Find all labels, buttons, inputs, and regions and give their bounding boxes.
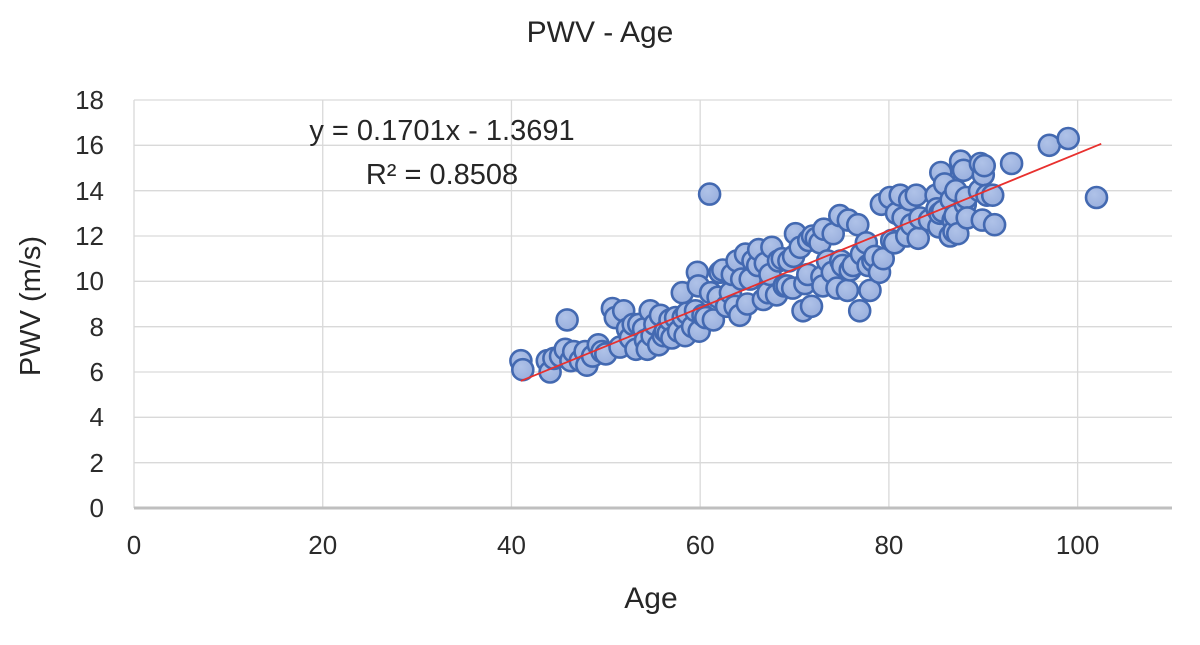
y-tick-label: 2 bbox=[89, 447, 104, 478]
data-point bbox=[904, 183, 929, 207]
chart-title: PWV - Age bbox=[526, 16, 674, 49]
trendline bbox=[520, 143, 1102, 382]
data-point bbox=[999, 151, 1024, 176]
y-axis-title: PWV (m/s) bbox=[15, 235, 47, 377]
y-tick-label: 0 bbox=[89, 493, 104, 523]
data-point bbox=[835, 278, 860, 303]
r-squared-label: R² = 0.8508 bbox=[365, 159, 519, 191]
x-tick-label: 80 bbox=[874, 530, 904, 560]
y-tick-label: 10 bbox=[75, 266, 104, 297]
y-tick-label: 14 bbox=[75, 175, 104, 206]
x-tick-label: 100 bbox=[1055, 530, 1100, 560]
data-point bbox=[799, 294, 824, 319]
data-point bbox=[697, 182, 722, 206]
data-point bbox=[1056, 126, 1080, 151]
data-point bbox=[982, 212, 1007, 237]
data-point bbox=[858, 278, 882, 303]
x-tick-label: 20 bbox=[308, 530, 338, 560]
x-tick-label: 40 bbox=[496, 530, 526, 560]
x-axis-title: Age bbox=[624, 582, 678, 615]
data-point bbox=[555, 308, 579, 332]
data-point bbox=[1084, 185, 1109, 210]
data-point bbox=[972, 153, 997, 178]
y-tick-label: 16 bbox=[75, 130, 104, 161]
trendline-equation: y = 0.1701x - 1.3691 bbox=[309, 115, 575, 147]
x-tick-label: 60 bbox=[685, 530, 715, 560]
y-tick-label: 6 bbox=[89, 357, 104, 387]
x-tick-label: 0 bbox=[126, 530, 142, 560]
y-tick-label: 8 bbox=[89, 311, 104, 342]
y-tick-label: 12 bbox=[75, 221, 104, 251]
data-point bbox=[847, 298, 872, 323]
y-tick-label: 4 bbox=[89, 402, 104, 433]
y-tick-label: 18 bbox=[75, 85, 104, 115]
